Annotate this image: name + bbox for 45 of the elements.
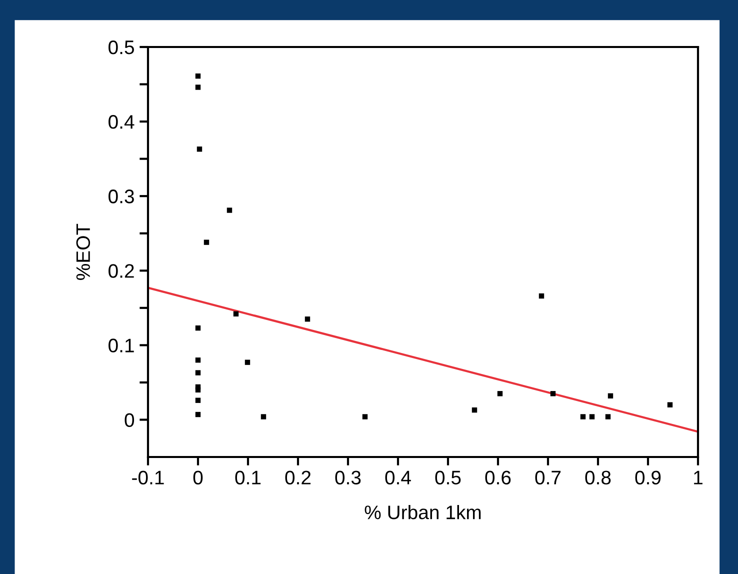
point bbox=[608, 393, 614, 398]
point bbox=[362, 414, 368, 420]
y-tick-label: 0.2 bbox=[108, 264, 134, 278]
point bbox=[196, 146, 202, 152]
point bbox=[605, 414, 611, 420]
x-axis-title: % Urban 1km bbox=[364, 504, 481, 520]
point bbox=[226, 208, 232, 213]
point bbox=[580, 414, 586, 420]
point bbox=[195, 370, 201, 376]
point bbox=[260, 414, 266, 420]
x-tick-label: 0.4 bbox=[385, 470, 411, 484]
point bbox=[550, 391, 556, 396]
point bbox=[195, 387, 201, 393]
point bbox=[195, 73, 201, 79]
point bbox=[538, 293, 544, 299]
point bbox=[472, 407, 478, 413]
y-tick-label: 0.4 bbox=[108, 115, 134, 129]
x-tick-label: 0.8 bbox=[585, 470, 611, 484]
y-axis-title: %EOT bbox=[76, 224, 90, 280]
point bbox=[244, 360, 250, 365]
x-tick-label: 0.6 bbox=[485, 470, 511, 484]
point bbox=[304, 316, 310, 322]
point bbox=[195, 398, 201, 403]
x-tick-label: 0.7 bbox=[535, 470, 561, 484]
x-tick-label: 0.3 bbox=[335, 470, 361, 484]
y-tick-label: 0.3 bbox=[108, 190, 134, 204]
point bbox=[233, 311, 239, 316]
x-tick-label: 0.1 bbox=[235, 470, 261, 484]
x-tick-label: 0.2 bbox=[285, 470, 311, 484]
point bbox=[204, 240, 210, 245]
y-tick-label: 0 bbox=[124, 413, 134, 427]
point bbox=[497, 391, 503, 396]
point bbox=[195, 412, 201, 418]
point bbox=[195, 84, 201, 90]
x-tick-label: 0.5 bbox=[435, 470, 461, 484]
x-tick-label: 0.9 bbox=[635, 470, 661, 484]
y-tick-label: 0.5 bbox=[108, 40, 134, 54]
point bbox=[667, 402, 673, 408]
x-tick-label: -0.1 bbox=[132, 470, 164, 484]
x-tick-label: 1 bbox=[694, 470, 702, 484]
point bbox=[195, 325, 201, 331]
point bbox=[589, 414, 595, 420]
x-tick-label: 0 bbox=[193, 470, 203, 484]
point bbox=[195, 357, 201, 363]
y-tick-label: 0.1 bbox=[108, 338, 134, 352]
